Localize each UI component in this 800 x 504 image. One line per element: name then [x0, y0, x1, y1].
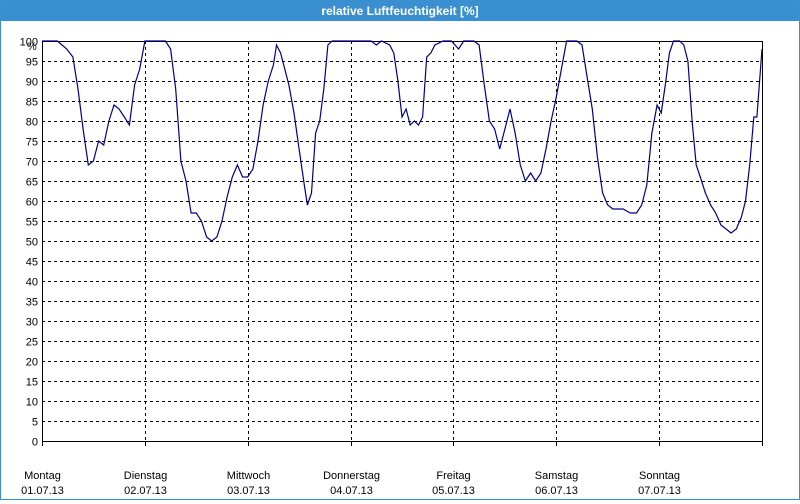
x-tick-day-label: Sonntag — [639, 470, 680, 482]
y-tick-label: 85 — [26, 97, 38, 109]
y-tick-label: 25 — [26, 337, 38, 349]
grid-lines — [42, 41, 762, 441]
y-axis-ticks: 0 5 10 15 20 25 30 35 40 45 50 55 60 65 70 75 80 85 90 95 10… — [20, 37, 38, 449]
y-tick-label: 55 — [26, 217, 38, 229]
x-tick-day-label: Montag — [24, 470, 61, 482]
y-tick-label: 80 — [26, 117, 38, 129]
x-tick-day-label: Dienstag — [124, 470, 167, 482]
y-tick-label: 40 — [26, 277, 38, 289]
y-tick-label: 60 — [26, 197, 38, 209]
y-tick-label: 95 — [26, 57, 38, 69]
y-tick-label: 30 — [26, 317, 38, 329]
humidity-series-line — [42, 40, 763, 242]
plot-area: % 0 5 10 15 20 25 30 35 40 45 50 55 60 65 70 75 80 85 90 95… — [1, 21, 799, 499]
x-tick-day-label: Freitag — [436, 470, 470, 482]
x-tick-date-label: 05.07.13 — [432, 485, 475, 497]
x-tick-date-label: 03.07.13 — [227, 485, 270, 497]
y-tick-label: 65 — [26, 177, 38, 189]
y-tick-label: 75 — [26, 137, 38, 149]
x-tick-day-label: Samstag — [535, 470, 578, 482]
plot-frame — [42, 41, 763, 442]
y-tick-label: 50 — [26, 237, 38, 249]
y-tick-label: 45 — [26, 257, 38, 269]
x-tick-date-label: 01.07.13 — [21, 485, 64, 497]
x-tick-date-label: 04.07.13 — [330, 485, 373, 497]
y-tick-label: 20 — [26, 357, 38, 369]
y-tick-label: 10 — [26, 397, 38, 409]
x-axis-ticks: Montag 01.07.13 Dienstag 02.07.13 Mittwoch 03… — [21, 441, 763, 497]
y-tick-label: 90 — [26, 77, 38, 89]
x-tick-date-label: 02.07.13 — [124, 485, 167, 497]
y-tick-label: 0 — [32, 437, 38, 449]
y-tick-label: 70 — [26, 157, 38, 169]
x-tick-day-label: Mittwoch — [227, 470, 270, 482]
y-axis-unit-label: % — [27, 41, 37, 53]
y-tick-label: 100 — [20, 37, 38, 49]
x-tick-day-label: Donnerstag — [323, 470, 380, 482]
window-title: relative Luftfeuchtigkeit [%] — [1, 1, 799, 21]
x-tick-date-label: 06.07.13 — [535, 485, 578, 497]
y-tick-label: 35 — [26, 297, 38, 309]
y-tick-label: 5 — [32, 417, 38, 429]
y-tick-label: 15 — [26, 377, 38, 389]
humidity-chart: % 0 5 10 15 20 25 30 35 40 45 50 55 60 65 70 75 80 85 90 95… — [20, 37, 763, 497]
x-tick-date-label: 07.07.13 — [638, 485, 681, 497]
